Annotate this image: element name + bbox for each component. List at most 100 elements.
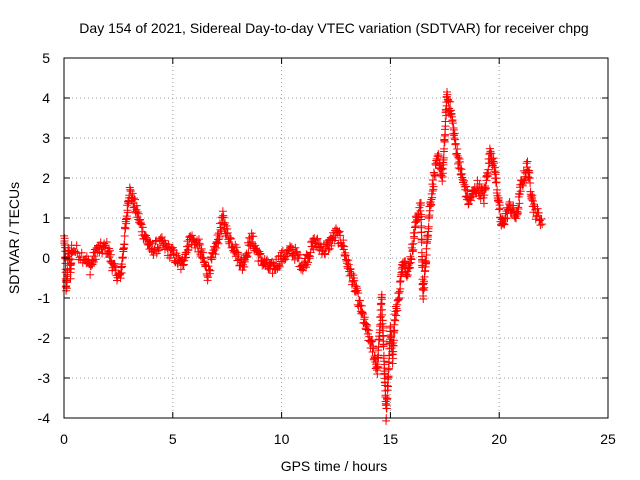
- data-point: [505, 198, 514, 207]
- data-point: [454, 153, 463, 162]
- data-point: [466, 196, 475, 205]
- data-point: [334, 228, 343, 237]
- data-point: [416, 198, 425, 207]
- data-point: [327, 241, 336, 250]
- data-point: [373, 363, 382, 372]
- data-point: [533, 204, 542, 213]
- data-point: [91, 255, 100, 264]
- data-point: [117, 268, 126, 277]
- data-point: [528, 191, 537, 200]
- data-point: [321, 250, 330, 259]
- data-point: [526, 179, 535, 188]
- x-tick-label: 0: [60, 431, 68, 447]
- data-point: [374, 343, 383, 352]
- data-point: [369, 344, 378, 353]
- data-point: [195, 240, 204, 249]
- data-point: [283, 250, 292, 259]
- data-point: [419, 294, 428, 303]
- data-point: [354, 289, 363, 298]
- data-point: [232, 243, 241, 252]
- data-point: [500, 220, 509, 229]
- y-tick-label: -2: [38, 330, 51, 346]
- data-point: [453, 151, 462, 160]
- data-point: [538, 220, 547, 229]
- data-point: [393, 306, 402, 315]
- data-point: [291, 243, 300, 252]
- data-point: [105, 246, 114, 255]
- data-point: [120, 240, 129, 249]
- data-point: [233, 248, 242, 257]
- data-point: [440, 144, 449, 153]
- data-point: [141, 234, 150, 243]
- data-point: [93, 247, 102, 256]
- data-point: [128, 189, 137, 198]
- data-point: [479, 199, 488, 208]
- data-point: [225, 233, 234, 242]
- data-point: [390, 326, 399, 335]
- data-point: [385, 358, 394, 367]
- data-point: [358, 310, 367, 319]
- data-point: [475, 179, 484, 188]
- data-point: [520, 176, 529, 185]
- data-point: [347, 269, 356, 278]
- data-point: [392, 311, 401, 320]
- data-point: [207, 255, 216, 264]
- data-point: [391, 316, 400, 325]
- data-point: [255, 250, 264, 259]
- y-tick-label: -1: [38, 290, 51, 306]
- data-point: [382, 404, 391, 413]
- y-tick-label: 0: [42, 250, 50, 266]
- data-point: [122, 214, 131, 223]
- data-point: [214, 239, 223, 248]
- data-point: [336, 231, 345, 240]
- data-point: [516, 187, 525, 196]
- data-point: [534, 208, 543, 217]
- data-point: [464, 199, 473, 208]
- data-point: [206, 266, 215, 275]
- y-axis-label: SDTVAR / TECUs: [6, 182, 22, 294]
- data-point: [251, 241, 260, 250]
- data-point: [408, 240, 417, 249]
- data-point: [499, 219, 508, 228]
- y-tick-label: 2: [42, 170, 50, 186]
- data-point: [487, 149, 496, 158]
- data-point: [379, 340, 388, 349]
- data-point: [434, 151, 443, 160]
- data-point: [480, 191, 489, 200]
- data-point: [130, 194, 139, 203]
- data-point: [249, 232, 258, 241]
- data-point: [118, 253, 127, 262]
- axes-ticks: 0 5 10 15 20 25 -4 -3 -2 -1 0 1 2 3 4 5: [38, 50, 616, 447]
- data-point: [223, 228, 232, 237]
- data-point: [131, 195, 140, 204]
- data-point: [243, 252, 252, 261]
- data-point: [106, 250, 115, 259]
- data-point: [244, 248, 253, 257]
- data-point: [378, 324, 387, 333]
- data-point: [204, 273, 213, 282]
- data-point: [256, 249, 265, 258]
- data-point: [420, 283, 429, 292]
- data-point: [263, 255, 272, 264]
- data-point: [417, 212, 426, 221]
- x-tick-label: 5: [169, 431, 177, 447]
- data-point: [380, 360, 389, 369]
- data-point: [132, 201, 141, 210]
- data-point: [102, 238, 111, 247]
- data-point: [428, 186, 437, 195]
- data-point: [396, 284, 405, 293]
- data-point: [490, 163, 499, 172]
- data-point: [446, 97, 455, 106]
- data-point: [428, 175, 437, 184]
- data-point: [374, 353, 383, 362]
- data-point: [84, 255, 93, 264]
- data-point: [134, 209, 143, 218]
- data-point: [428, 193, 437, 202]
- data-point: [149, 250, 158, 259]
- data-point: [537, 215, 546, 224]
- data-point: [368, 337, 377, 346]
- data-point: [275, 262, 284, 271]
- data-point: [247, 237, 256, 246]
- data-point: [484, 165, 493, 174]
